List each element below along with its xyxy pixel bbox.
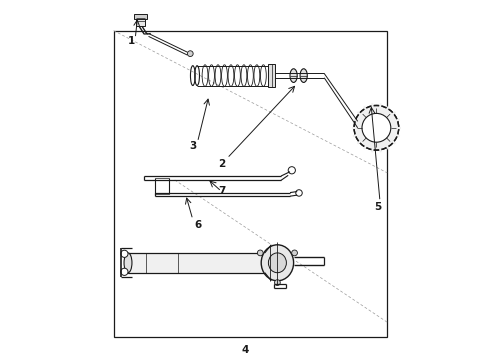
- Circle shape: [121, 268, 128, 275]
- Circle shape: [292, 250, 297, 256]
- FancyBboxPatch shape: [134, 14, 147, 19]
- Ellipse shape: [300, 69, 307, 82]
- Circle shape: [121, 250, 128, 257]
- Ellipse shape: [269, 253, 286, 273]
- FancyBboxPatch shape: [136, 18, 145, 26]
- Circle shape: [257, 250, 263, 256]
- Text: 4: 4: [241, 345, 249, 355]
- Text: 7: 7: [218, 186, 225, 196]
- Bar: [114, 31, 387, 337]
- Circle shape: [362, 113, 391, 142]
- Text: 5: 5: [374, 202, 382, 212]
- Ellipse shape: [261, 245, 294, 281]
- Circle shape: [354, 105, 399, 150]
- Bar: [128, 253, 265, 273]
- Bar: [269, 64, 275, 87]
- Text: 1: 1: [128, 36, 135, 46]
- Ellipse shape: [124, 253, 132, 273]
- Text: 2: 2: [218, 159, 225, 169]
- Circle shape: [274, 280, 280, 285]
- Circle shape: [187, 51, 193, 57]
- Ellipse shape: [290, 69, 297, 82]
- Text: 3: 3: [189, 141, 196, 151]
- Text: 6: 6: [195, 220, 202, 230]
